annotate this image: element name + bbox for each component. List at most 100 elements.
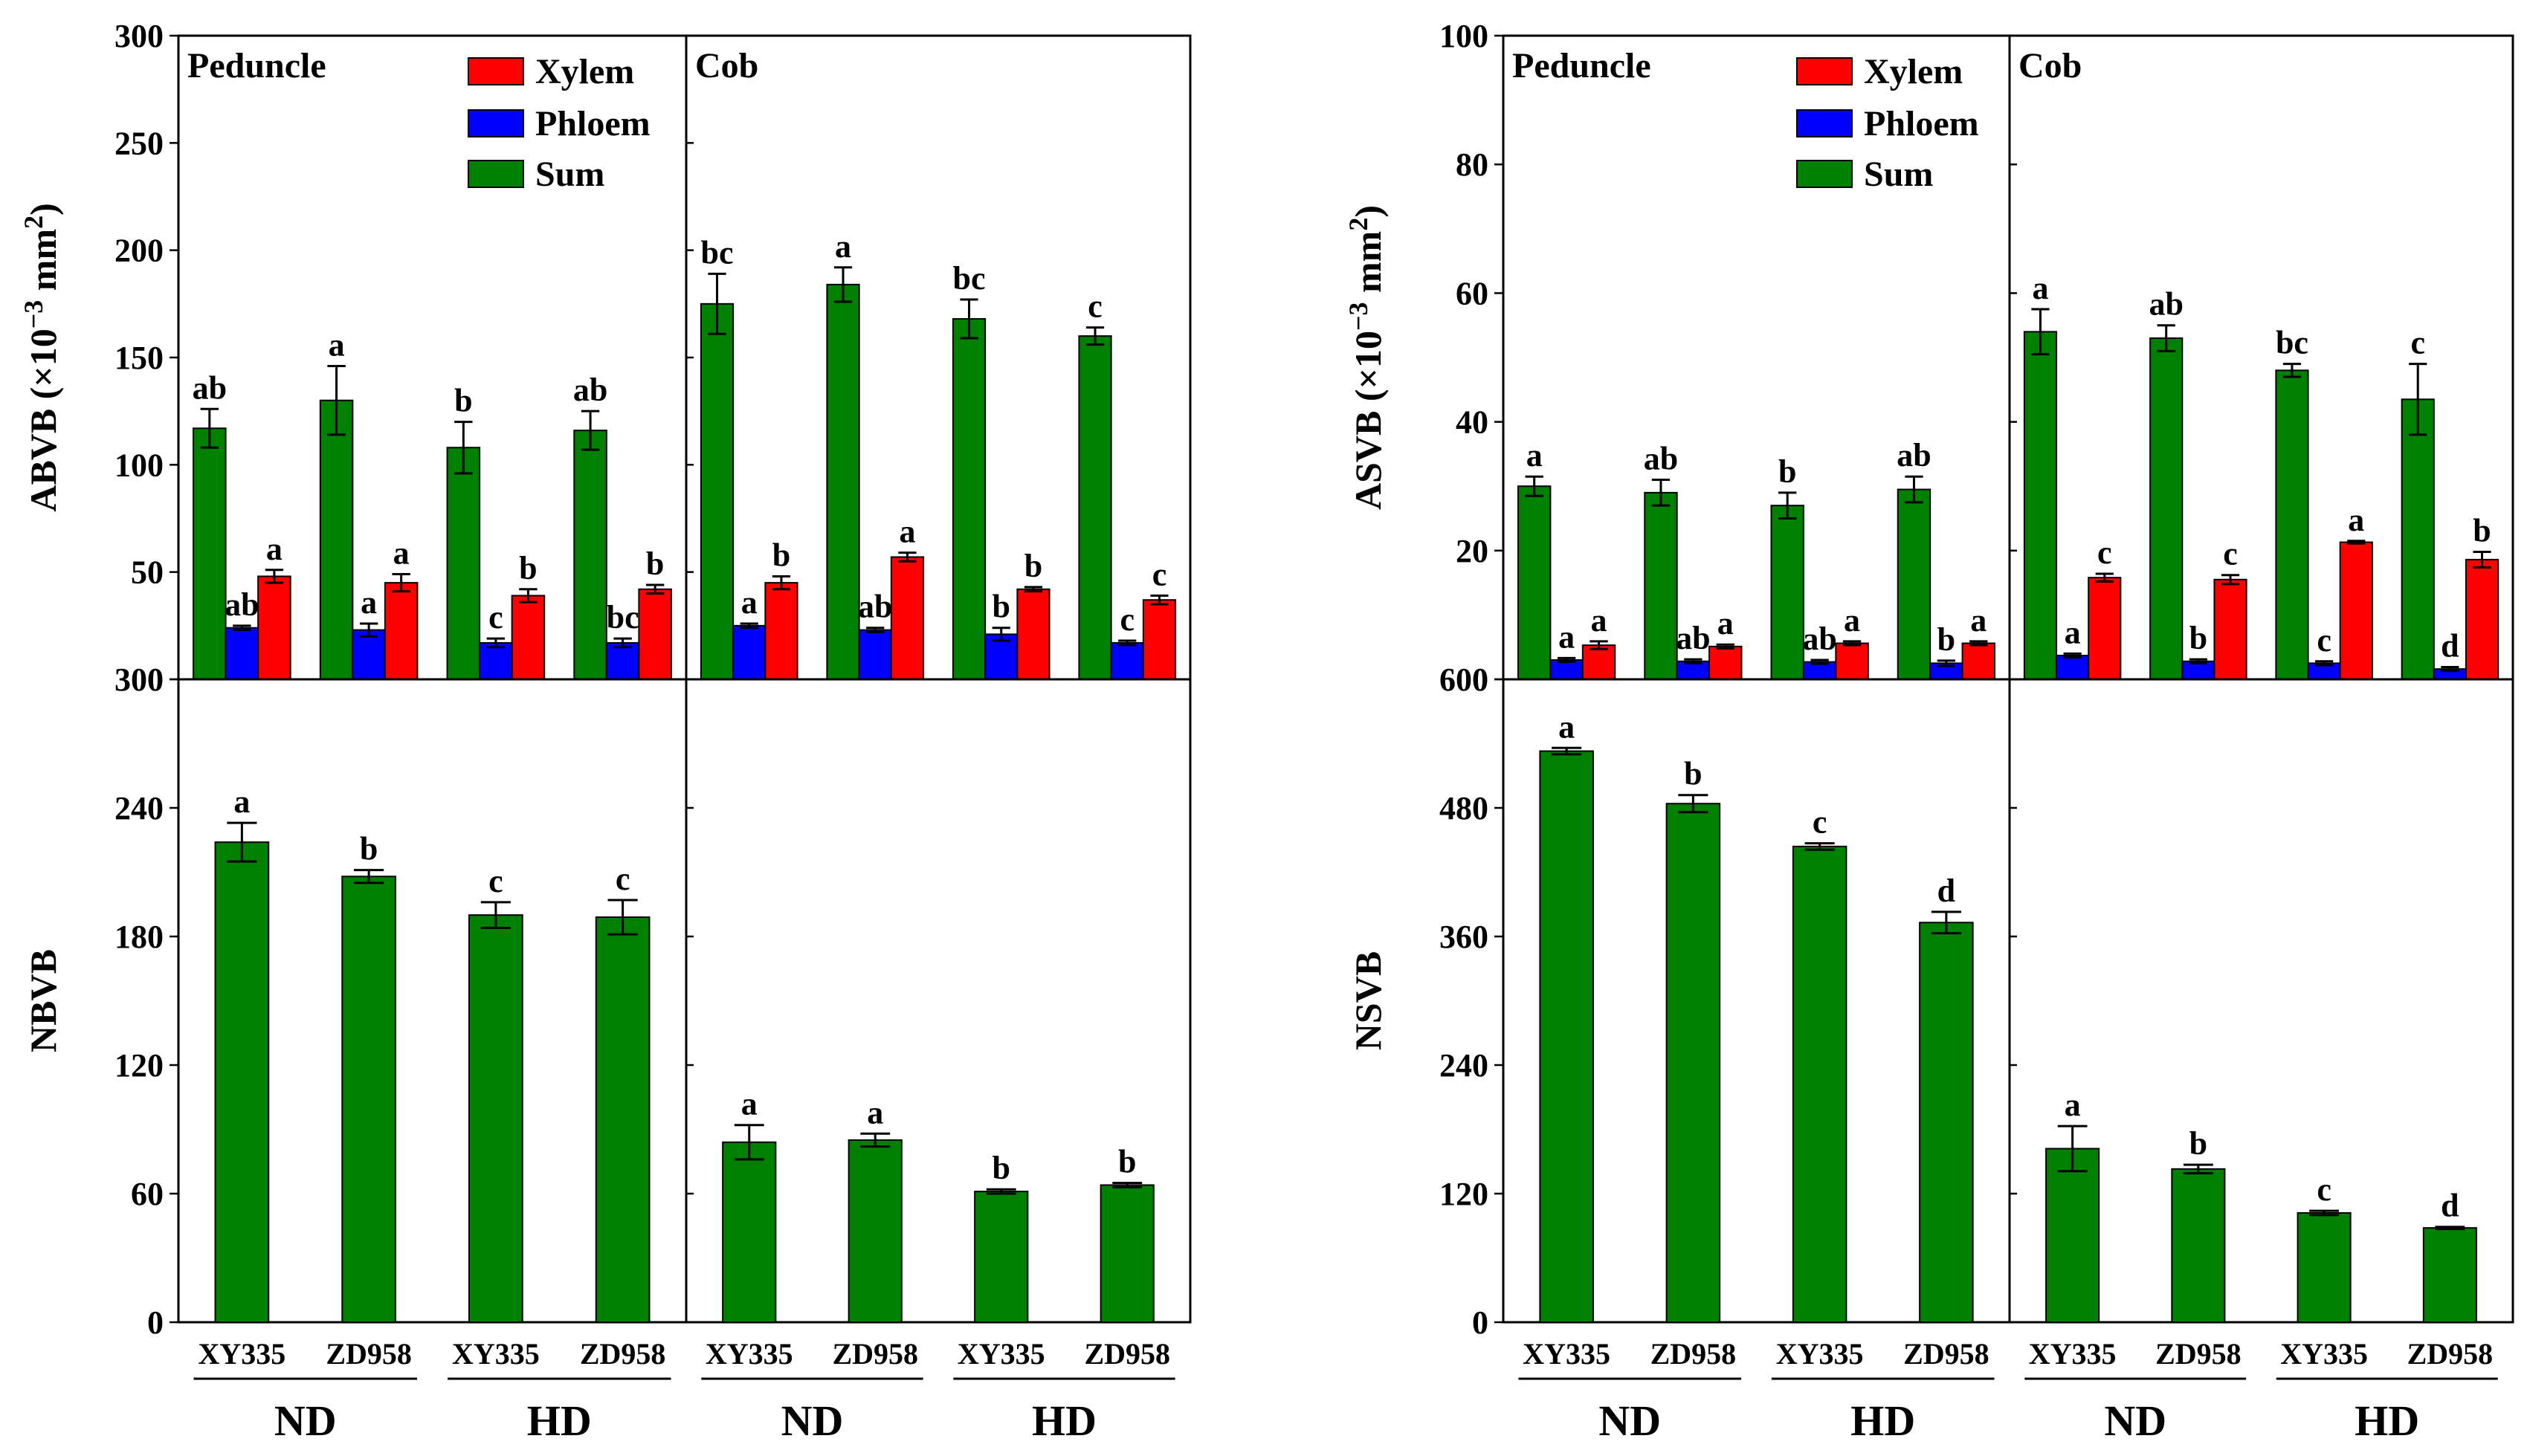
nsvb-sig-letter: c [2317,1171,2331,1208]
nsvb-ytick-label: 0 [1472,1304,1488,1341]
abvb-errorbar [866,627,885,633]
nsvb-bar-sum [2422,1227,2477,1323]
legend-label-phloem: Phloem [1864,104,1979,143]
abvb-bar-xylem [257,575,291,680]
nsvb-sig-letter: d [2441,1188,2459,1224]
asvb-sig-letter: b [2189,620,2207,656]
abvb-sig-letter: ab [858,589,892,625]
asvb-panel-title: Peduncle [1512,46,1651,85]
asvb-sig-letter: a [1844,602,1860,638]
nbvb-group-label: HD [1032,1397,1097,1445]
nbvb-sig-letter: a [741,1086,758,1122]
asvb-errorbar [2157,324,2175,352]
legend-label-xylem: Xylem [1864,52,1963,91]
abvb-sig-letter: a [899,514,915,550]
asvb-sig-letter: ab [1644,441,1678,477]
abvb-ylabel-unit: mm [22,229,64,300]
nbvb-errorbar [860,1132,891,1148]
nbvb-sig-letter: b [993,1150,1010,1186]
asvb-errorbar [2282,363,2302,378]
nbvb-category-label: XY335 [706,1337,793,1371]
nsvb-bar-sum [1665,803,1721,1323]
nbvb-sig-letter: c [616,861,630,897]
abvb-sig-letter: b [519,550,537,586]
nsvb-frame [1502,678,2514,1324]
asvb-bar-sum [2149,337,2184,680]
abvb-bar-sum [826,283,860,680]
abvb-bar-phloem [732,624,767,680]
abvb-bar-sum [446,447,481,680]
abvb-errorbar [1150,594,1169,606]
nsvb-bar-sum [1792,845,1847,1323]
asvb-sig-letter: a [1591,602,1607,638]
abvb-sig-letter: a [741,584,758,621]
nsvb-bar-sum [2045,1148,2100,1323]
nsvb-group-label: ND [2104,1397,2166,1445]
abvb-errorbar [740,622,758,630]
nsvb-errorbar [2435,1226,2465,1231]
asvb-bar-sum [1897,488,1931,681]
nbvb-bar-sum [595,916,651,1324]
abvb-sig-letter: a [835,228,851,265]
abvb-sig-letter: bc [701,234,734,271]
abvb-sig-letter: b [454,383,472,419]
nbvb-frame [177,678,1192,1324]
asvb-errorbar [2473,551,2491,569]
asvb-ylabel-close: ) [1347,205,1389,218]
abvb-bar-phloem [225,627,259,680]
legend-label-phloem: Phloem [535,104,651,143]
nsvb-errorbar [2309,1209,2340,1217]
nbvb-errorbar [480,901,511,929]
legend-label-sum: Sum [535,155,604,194]
abvb-sig-letter: a [329,327,345,363]
abvb-errorbar [486,637,506,649]
nsvb-ytick-label: 600 [1439,661,1488,698]
abvb-sig-letter: a [266,531,283,567]
abvb-ytick-label: 50 [131,554,164,591]
abvb-ytick-label: 0 [147,661,164,698]
abvb-sig-letter: c [1088,288,1103,325]
abvb-sig-letter: b [1024,548,1042,584]
nsvb-category-label: XY335 [1523,1337,1610,1371]
asvb-sig-letter: c [2410,325,2425,361]
abvb-ytick-label: 200 [114,233,164,269]
abvb-errorbar [392,573,410,593]
nsvb-group-label: HD [1850,1397,1915,1445]
nbvb-bar-sum [341,876,396,1324]
asvb-errorbar [1778,491,1797,520]
nsvb-bar-sum [2171,1168,2226,1324]
nbvb-bar-sum [1100,1184,1155,1324]
nbvb-errorbar [986,1188,1016,1195]
nsvb-sig-letter: d [1937,873,1955,909]
asvb-errorbar [1905,475,1923,504]
nsvb-ytick-label: 120 [1439,1176,1488,1212]
asvb-ylabel-unit: mm [1347,231,1389,302]
abvb-errorbar [708,272,726,335]
nsvb-bar-sum [1539,750,1594,1323]
abvb-errorbar [519,588,538,604]
abvb-bar-sum [700,302,735,680]
abvb-bar-xylem [764,582,798,680]
nbvb-bar-sum [722,1141,777,1324]
nbvb-ytick-label: 0 [147,1304,164,1341]
nbvb-sig-letter: a [867,1094,883,1130]
nbvb-ytick-label: 240 [114,790,164,826]
abvb-bar-sum [952,318,987,680]
legend-swatch-xylem [1796,57,1853,85]
nbvb-category-label: XY335 [958,1337,1045,1371]
abvb-bar-phloem [605,641,640,681]
abvb-errorbar [1085,326,1105,346]
asvb-bar-xylem [1835,642,1869,681]
asvb-ylabel: ASVB (×10−3 mm2) [1343,205,1389,510]
nsvb-group-label: ND [1598,1397,1661,1445]
nsvb-ytick-label: 480 [1439,790,1488,826]
abvb-errorbar [645,583,665,595]
abvb-bar-sum [1078,335,1112,680]
nsvb-ylabel: NSVB [1347,951,1389,1050]
abvb-ytick-label: 300 [114,18,164,54]
nsvb-errorbar [1804,842,1835,851]
asvb-sig-letter: c [2097,534,2112,571]
abvb-sig-letter: a [393,535,410,572]
